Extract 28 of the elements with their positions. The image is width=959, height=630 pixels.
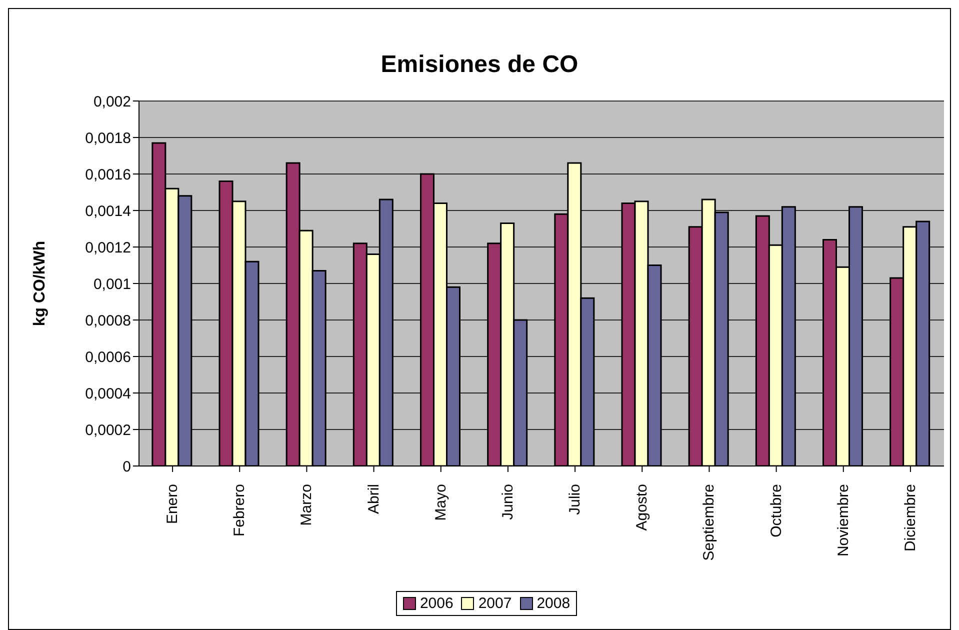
y-tick-label: 0,0012 <box>85 239 131 256</box>
legend-label: 2008 <box>536 595 570 612</box>
y-axis-title: kg CO/kWh <box>32 240 49 326</box>
y-tick-label: 0,0016 <box>85 166 131 184</box>
x-tick-label: Mayo <box>432 484 450 521</box>
y-tick-label: 0,0008 <box>85 312 131 330</box>
y-tick-label: 0,0014 <box>85 202 131 220</box>
x-tick-label: Abril <box>365 484 382 514</box>
x-tick-label: Octubre <box>768 484 785 538</box>
legend-label: 2006 <box>418 595 454 612</box>
x-tick-label: Enero <box>164 484 182 524</box>
x-tick-label: Septiembre <box>700 484 718 561</box>
x-tick-label: Junio <box>499 484 516 520</box>
x-tick-label: Diciembre <box>902 484 919 552</box>
y-tick-label: 0,0004 <box>85 385 131 402</box>
y-tick-label: 0,0002 <box>85 422 131 439</box>
y-tick-label: 0,0018 <box>85 130 131 147</box>
chart-title: Emisiones de CO <box>380 51 580 80</box>
x-tick-label: Noviembre <box>834 484 852 557</box>
y-tick-label: 0,0006 <box>85 348 131 366</box>
x-tick-label: Agosto <box>634 484 651 531</box>
y-tick-label: 0,001 <box>93 276 131 293</box>
x-tick-label: Marzo <box>298 484 316 526</box>
x-tick-label: Julio <box>566 484 584 515</box>
y-tick-label: 0,002 <box>93 93 131 110</box>
x-tick-label: Febrero <box>231 484 248 537</box>
legend-label: 2007 <box>477 595 512 612</box>
y-tick-label: 0 <box>122 458 131 476</box>
